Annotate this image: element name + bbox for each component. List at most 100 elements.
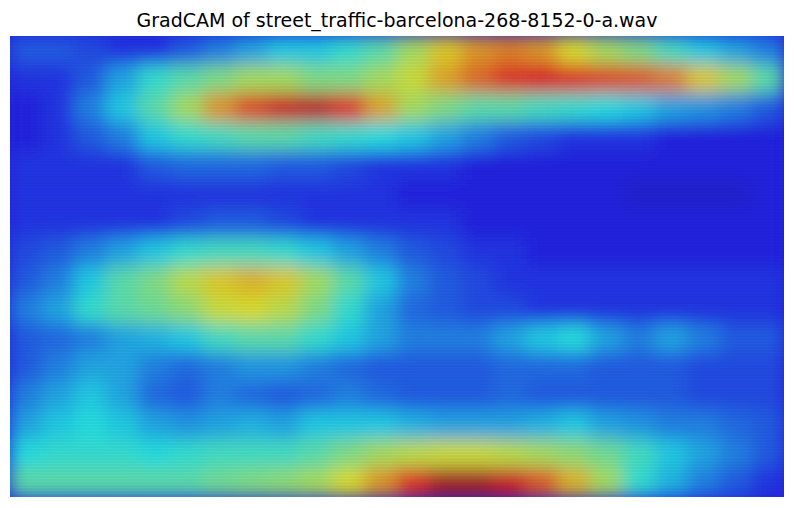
heat-cell [268, 151, 301, 181]
heat-cell [493, 295, 526, 325]
texture-line [10, 474, 784, 475]
texture-line [10, 330, 784, 331]
heat-cell [558, 468, 591, 497]
texture-line [10, 387, 784, 388]
heat-cell [622, 295, 655, 325]
heat-cell [590, 439, 623, 469]
plot-background [10, 36, 784, 497]
heat-cell [171, 180, 204, 210]
heat-cell [74, 295, 107, 325]
texture-line [10, 243, 784, 244]
texture-line [10, 339, 784, 340]
texture-line [10, 471, 784, 472]
texture-line [10, 357, 784, 358]
texture-line [10, 306, 784, 307]
texture-line [10, 363, 784, 364]
texture-line [10, 333, 784, 334]
heat-cell [461, 295, 494, 325]
texture-line [10, 147, 784, 148]
heat-cell [42, 439, 75, 469]
texture-line [10, 78, 784, 79]
heat-cell [171, 295, 204, 325]
texture-line [10, 288, 784, 289]
chart: GradCAM of street_traffic-barcelona-268-… [0, 0, 794, 508]
texture-line [10, 417, 784, 418]
texture-line [10, 477, 784, 478]
heat-cell [526, 151, 559, 181]
heat-cell [719, 468, 752, 497]
texture-line [10, 93, 784, 94]
texture-line [10, 69, 784, 70]
texture-line [10, 336, 784, 337]
texture-line [10, 381, 784, 382]
texture-line [10, 213, 784, 214]
texture-line [10, 393, 784, 394]
heat-cell [300, 151, 333, 181]
texture-line [10, 228, 784, 229]
heat-cell [10, 468, 43, 497]
texture-line [10, 396, 784, 397]
heat-cell [655, 468, 688, 497]
heat-cell [364, 151, 397, 181]
heat-cell [397, 295, 430, 325]
texture-line [10, 48, 784, 49]
texture-line [10, 267, 784, 268]
texture-line [10, 174, 784, 175]
texture-line [10, 444, 784, 445]
heat-cell [590, 151, 623, 181]
texture-line [10, 240, 784, 241]
texture-line [10, 252, 784, 253]
texture-line [10, 141, 784, 142]
texture-line [10, 351, 784, 352]
texture-line [10, 183, 784, 184]
texture-line [10, 36, 784, 37]
heat-cell [719, 295, 752, 325]
texture-line [10, 429, 784, 430]
texture-line [10, 435, 784, 436]
heat-cell [526, 180, 559, 210]
texture-line [10, 60, 784, 61]
heat-cell [42, 151, 75, 181]
texture-line [10, 87, 784, 88]
heat-cell [364, 439, 397, 469]
texture-line [10, 447, 784, 448]
texture-line [10, 156, 784, 157]
heat-cell [139, 468, 172, 497]
heat-cell [526, 439, 559, 469]
heat-cell [687, 468, 720, 497]
texture-line [10, 348, 784, 349]
texture-line [10, 150, 784, 151]
texture-line [10, 186, 784, 187]
texture-line [10, 231, 784, 232]
heat-cell [622, 180, 655, 210]
texture-line [10, 273, 784, 274]
heat-cell [655, 439, 688, 469]
heat-cell [719, 151, 752, 181]
texture-line [10, 297, 784, 298]
heat-cell [655, 180, 688, 210]
heat-cell [235, 439, 268, 469]
heat-cell [493, 180, 526, 210]
heat-cell [397, 439, 430, 469]
heat-cell [364, 180, 397, 210]
texture-line [10, 255, 784, 256]
texture-line [10, 249, 784, 250]
texture-line [10, 402, 784, 403]
texture-line [10, 321, 784, 322]
heat-cell [461, 180, 494, 210]
heat-cell [332, 180, 365, 210]
texture-line [10, 303, 784, 304]
heat-cell [429, 468, 462, 497]
heat-cell [300, 295, 333, 325]
texture-line [10, 45, 784, 46]
heat-cell [10, 180, 43, 210]
texture-line [10, 312, 784, 313]
texture-line [10, 237, 784, 238]
heat-cell [590, 468, 623, 497]
texture-line [10, 480, 784, 481]
texture-line [10, 153, 784, 154]
texture-line [10, 375, 784, 376]
texture-line [10, 132, 784, 133]
heat-cell [10, 439, 43, 469]
texture-line [10, 111, 784, 112]
